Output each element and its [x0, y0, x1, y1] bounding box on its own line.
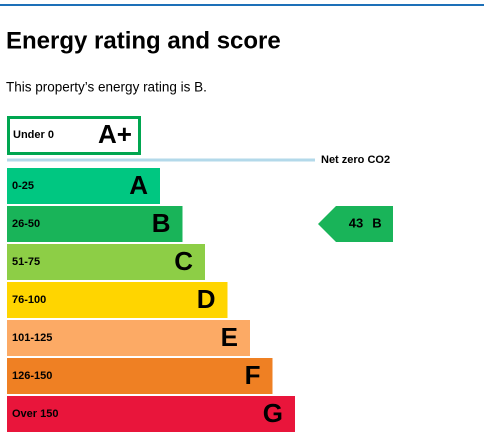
band-bar	[7, 206, 183, 242]
band-bar	[7, 168, 160, 204]
title: Energy rating and score	[6, 27, 281, 54]
intro: This property’s energy rating is B.	[6, 80, 207, 95]
current-rating-arrow	[318, 206, 393, 242]
band-letter: E	[221, 322, 238, 352]
band-letter: A	[129, 170, 148, 200]
top-band-box	[7, 116, 141, 155]
band-letter: F	[245, 360, 261, 390]
band-letter: B	[152, 208, 171, 238]
band-range: Under 0	[13, 129, 54, 141]
band-range: 26-50	[12, 218, 40, 230]
net-zero-label: Net zero CO2	[321, 154, 390, 166]
band-bar	[7, 244, 205, 280]
band-bar	[7, 282, 228, 318]
band-bar	[7, 358, 273, 394]
band-range: 126-150	[12, 370, 52, 382]
top-band: Under 0 A+	[7, 116, 141, 155]
band-bar	[7, 320, 250, 356]
band-range: Over 150	[12, 408, 58, 420]
band-letter: A+	[98, 119, 132, 149]
current-band: B	[372, 215, 381, 230]
band-range: 76-100	[12, 294, 46, 306]
band-range: 0-25	[12, 180, 34, 192]
band-range: 101-125	[12, 332, 52, 344]
band-letter: D	[197, 284, 216, 314]
current-score: 43	[349, 215, 363, 230]
band-bar	[7, 396, 295, 432]
band-letter: G	[263, 398, 283, 428]
band-range: 51-75	[12, 256, 40, 268]
band-letter: C	[174, 246, 193, 276]
